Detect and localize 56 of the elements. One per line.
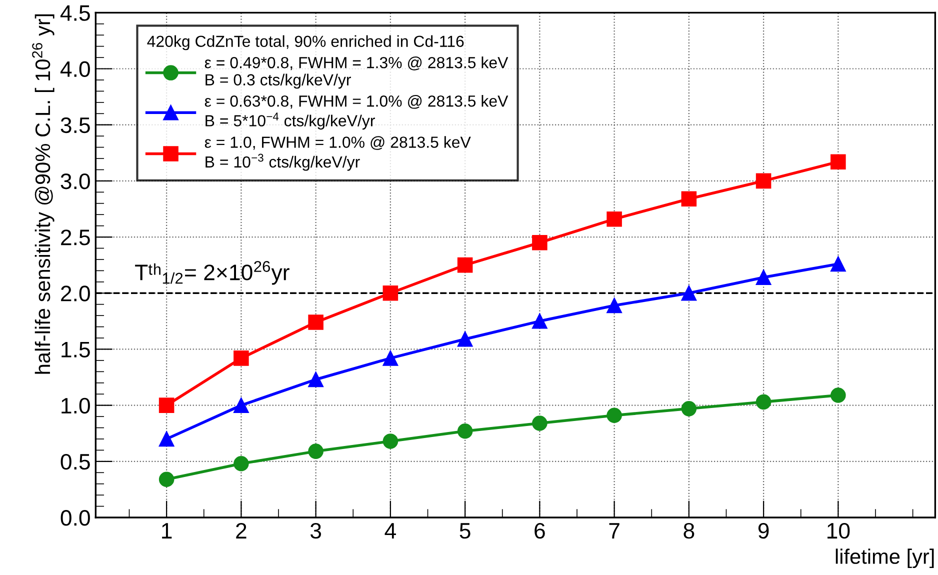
x-axis-title: lifetime [yr] [836,548,934,568]
x-tick-label: 4 [384,523,396,538]
point [457,257,473,273]
point [457,331,473,347]
x-tick-label: 9 [758,522,769,539]
x-tick-label: 2 [236,522,246,538]
y-tick-label: 4.0 [60,61,90,78]
ref-line-label: Tᵗʰ$_{1/2}$= 2×10$^{26}$yr [135,261,290,285]
point [382,350,398,366]
y-tick-label: 2.5 [61,230,90,246]
y-tick-label: 4.5 [60,5,90,21]
point [830,388,846,403]
point [606,211,622,227]
y-axis-title: half-life sensitivity @90% C.L. [ 10$^{26}$ yr] [32,14,54,374]
y-tick-label: 3.5 [60,117,90,134]
point [308,314,324,330]
y-tick-label: 1.0 [62,398,90,414]
x-tick-label: 3 [310,522,322,539]
legend-label: ε = 1.0, FWHM = 1.0% @ 2813.5 keV B = 10$^{−3}$ cts/kg/keV/yr [204,136,471,171]
point [234,456,249,472]
point [382,285,398,301]
point [308,372,324,388]
legend-title: 420kg CdZnTe total, 90% enriched in Cd-116 [147,35,464,50]
point [308,444,324,459]
x-tick-label: 10 [828,522,850,539]
x-tick-label: 8 [684,522,694,539]
point [382,434,398,449]
point [606,408,622,424]
point [681,285,697,301]
point [457,423,473,439]
point [532,314,548,329]
point [234,398,249,413]
point [158,472,174,487]
point [681,401,697,416]
point [830,154,846,170]
y-tick-label: 3.0 [60,173,90,190]
point [234,350,249,366]
point [158,431,174,447]
x-tick-label: 6 [534,522,545,539]
y-tick-label: 0.0 [60,510,90,526]
x-tick-label: 7 [609,523,620,538]
legend-label: ε = 0.49*0.8, FWHM = 1.3% @ 2813.5 keV B = 0.3 cts/kg/keV/yr [204,56,508,89]
point [756,394,772,410]
point [532,416,548,431]
point [756,270,772,286]
point [681,191,697,207]
point [606,298,622,314]
x-tick-label: 1 [162,523,172,538]
y-tick-label: 2.0 [61,286,90,302]
y-tick-label: 1.5 [62,342,90,358]
point [158,398,174,413]
x-tick-label: 5 [460,523,470,539]
point [830,256,846,272]
point [532,235,548,250]
y-tick-label: 0.5 [60,454,90,470]
point [756,173,772,189]
